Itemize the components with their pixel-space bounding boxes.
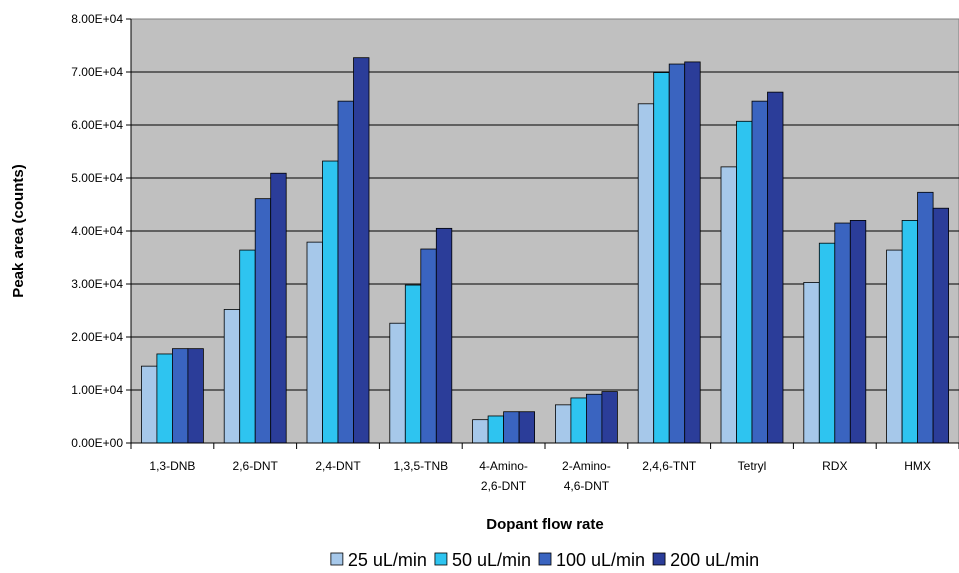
x-tick-label: 2,4,6-TNT <box>642 459 697 473</box>
bar <box>555 404 572 444</box>
bar <box>503 411 520 444</box>
legend: 25 uL/min 50 uL/min 100 uL/min 200 uL/min <box>330 550 759 570</box>
x-axis-title: Dopant flow rate <box>486 516 604 533</box>
bar <box>637 103 655 444</box>
y-axis-ticks: 0.00E+00 1.00E+04 2.00E+04 3.00E+04 4.00E+04… <box>71 12 132 450</box>
bar <box>751 100 768 444</box>
bar <box>140 365 158 444</box>
bar <box>435 227 453 444</box>
bar <box>684 61 701 444</box>
x-tick-label: 4-Amino-2,6-DNT <box>479 459 528 493</box>
bars <box>140 57 949 444</box>
bar <box>337 100 354 444</box>
legend-swatch <box>330 552 344 566</box>
bar <box>767 91 784 444</box>
bar <box>849 219 867 444</box>
bar <box>601 391 618 444</box>
legend-swatch <box>538 552 552 566</box>
bar <box>389 322 406 444</box>
bar <box>886 249 903 444</box>
x-tick-label: 1,3,5-TNB <box>393 459 448 473</box>
x-tick-label: RDX <box>822 459 847 473</box>
x-tick-label: 2-Amino-4,6-DNT <box>562 459 611 493</box>
y-tick-label: 0.00E+00 <box>71 436 123 450</box>
bar <box>668 63 686 444</box>
legend-label: 100 uL/min <box>556 550 645 570</box>
legend-label: 200 uL/min <box>670 550 759 570</box>
y-tick-label: 4.00E+04 <box>71 224 123 238</box>
bar <box>306 241 323 444</box>
bar <box>720 166 737 444</box>
bar <box>917 191 934 444</box>
legend-swatch <box>434 552 448 566</box>
bar <box>653 72 670 444</box>
bar <box>254 198 272 444</box>
legend-swatch <box>652 552 666 566</box>
bar <box>404 284 422 444</box>
bar <box>736 120 753 444</box>
bar <box>586 393 603 444</box>
y-axis-title: Peak area (counts) <box>10 164 27 297</box>
bar <box>472 419 489 444</box>
y-tick-label: 2.00E+04 <box>71 330 123 344</box>
x-tick-label: 1,3-DNB <box>149 459 195 473</box>
bar <box>322 160 339 444</box>
y-tick-label: 1.00E+04 <box>71 383 123 397</box>
y-tick-label: 7.00E+04 <box>71 65 123 79</box>
bar <box>834 222 851 444</box>
legend-label: 25 uL/min <box>348 550 427 570</box>
x-tick-label: 2,4-DNT <box>315 459 361 473</box>
bar <box>487 415 505 444</box>
bar <box>518 411 535 444</box>
bar <box>270 172 287 444</box>
bar <box>239 249 256 444</box>
bar <box>187 348 204 444</box>
bar <box>570 397 587 444</box>
bar <box>353 57 370 444</box>
bar <box>420 248 437 444</box>
legend-label: 50 uL/min <box>452 550 531 570</box>
bar <box>818 242 836 444</box>
bar <box>803 282 820 444</box>
x-axis-ticks: 1,3-DNB 2,6-DNT 2,4-DNT 1,3,5-TNB 4-Amino-2,… <box>130 442 959 493</box>
bar <box>171 348 189 444</box>
bar <box>223 309 241 444</box>
y-tick-label: 5.00E+04 <box>71 171 123 185</box>
x-tick-label: Tetryl <box>738 459 767 473</box>
y-tick-label: 8.00E+04 <box>71 12 123 26</box>
y-tick-label: 3.00E+04 <box>71 277 123 291</box>
x-tick-label: 2,6-DNT <box>233 459 279 473</box>
bar <box>901 219 918 444</box>
y-tick-label: 6.00E+04 <box>71 118 123 132</box>
bar <box>156 353 173 444</box>
x-tick-label: HMX <box>904 459 931 473</box>
bar <box>932 207 949 444</box>
